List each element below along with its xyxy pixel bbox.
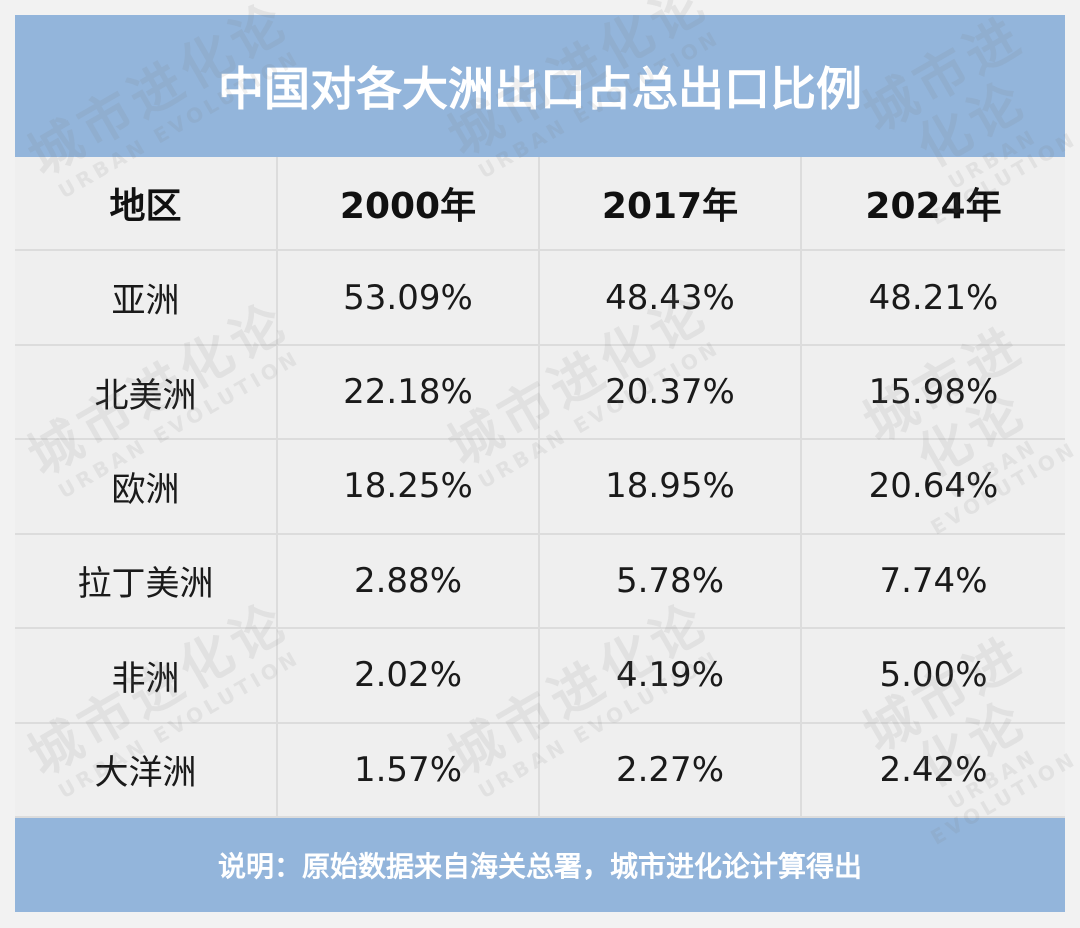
column-header: 地区 [15,157,278,252]
column-header: 2017年 [540,157,802,252]
value-cell: 20.37% [540,345,802,441]
table-card: 中国对各大洲出口占总出口比例 地区 2000年 2017年 2024年亚洲 53.09%… [15,15,1065,912]
region-cell: 亚洲 [15,251,278,346]
column-header: 2000年 [278,157,540,252]
region-cell: 北美洲 [15,345,278,441]
value-cell: 7.74% [802,534,1065,630]
footer-note: 说明：原始数据来自海关总署，城市进化论计算得出 [15,818,1065,912]
value-cell: 18.95% [540,440,802,535]
value-cell: 2.27% [540,723,802,818]
column-header: 2024年 [802,157,1065,252]
value-cell: 4.19% [540,629,802,724]
value-cell: 48.43% [540,251,802,346]
title: 中国对各大洲出口占总出口比例 [15,15,1065,157]
region-cell: 拉丁美洲 [15,534,278,630]
value-cell: 20.64% [802,440,1065,535]
value-cell: 48.21% [802,251,1065,346]
value-cell: 18.25% [278,440,540,535]
value-cell: 5.00% [802,629,1065,724]
value-cell: 2.42% [802,723,1065,818]
value-cell: 1.57% [278,723,540,818]
data-table: 地区 2000年 2017年 2024年亚洲 53.09% 48.43% 48.21% 北美洲… [15,157,1065,818]
value-cell: 15.98% [802,345,1065,441]
value-cell: 22.18% [278,345,540,441]
region-cell: 非洲 [15,629,278,724]
value-cell: 53.09% [278,251,540,346]
value-cell: 5.78% [540,534,802,630]
value-cell: 2.02% [278,629,540,724]
region-cell: 大洋洲 [15,723,278,818]
region-cell: 欧洲 [15,440,278,535]
value-cell: 2.88% [278,534,540,630]
